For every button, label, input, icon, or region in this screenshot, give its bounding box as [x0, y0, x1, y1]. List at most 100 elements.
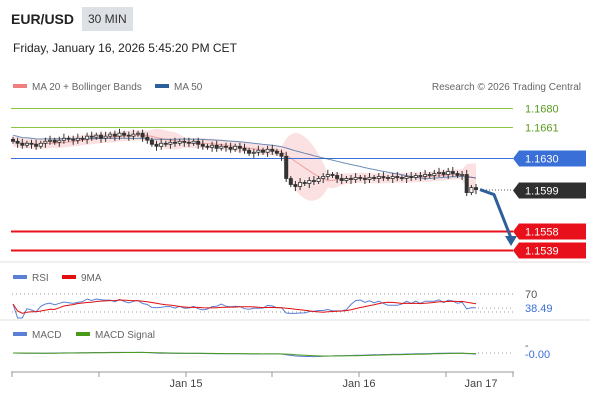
candle-body: [446, 171, 451, 175]
price-legend: MA 20 + Bollinger Bands MA 50 Research ©…: [13, 82, 581, 93]
candle-body: [450, 171, 455, 174]
candle-body: [423, 174, 428, 177]
candle-body: [409, 176, 414, 178]
candle-body: [71, 138, 76, 141]
candle-body: [237, 145, 242, 149]
timeframe-badge[interactable]: 30 MIN: [82, 7, 133, 31]
candle-body: [321, 176, 326, 179]
x-axis-ticks: Jan 15 Jan 16 Jan 17: [11, 372, 514, 390]
candle-body: [441, 172, 446, 175]
price-levels: [11, 108, 513, 252]
candle-body: [251, 151, 256, 154]
candle-body: [135, 132, 140, 135]
candle-body: [436, 172, 441, 174]
candle-body: [385, 177, 390, 179]
macd-zero-marker: -: [525, 340, 529, 352]
candle-body: [372, 177, 377, 179]
candle-body: [38, 142, 43, 147]
candle-body: [353, 177, 358, 180]
candle-body: [182, 140, 187, 143]
rsi-legend-swatch: [13, 275, 27, 279]
bollinger-legend-swatch: [13, 84, 27, 88]
candle-body: [48, 139, 53, 142]
candle-body: [344, 178, 349, 181]
candle-body: [404, 176, 409, 179]
candle-body: [15, 140, 20, 144]
bollinger-legend-label: MA 20 + Bollinger Bands: [32, 82, 142, 93]
candle-body: [256, 149, 261, 153]
candle-body: [427, 174, 432, 176]
candle-body: [145, 136, 150, 141]
candle-body: [247, 149, 252, 154]
x-tick-label-0: Jan 15: [169, 378, 202, 390]
rsi-legend-label: RSI: [32, 273, 49, 284]
candle-body: [57, 139, 62, 143]
rsi-ma-legend-label: 9MA: [81, 273, 102, 284]
currency-pair-title: EUR/USD: [11, 11, 75, 27]
macd-legend-label: MACD: [32, 330, 61, 341]
candle-body: [288, 178, 293, 185]
candle-body: [103, 135, 108, 139]
candle-body: [191, 140, 196, 144]
candle-body: [367, 177, 372, 180]
level-label-4: 1.1558: [525, 227, 559, 239]
candle-body: [311, 180, 316, 182]
candle-body: [460, 174, 465, 176]
candle-body: [126, 134, 131, 137]
candle-body: [34, 143, 39, 147]
rsi-current-value: 38.49: [525, 303, 553, 315]
candle-body: [260, 149, 265, 153]
macd-current-value: -0.00: [525, 349, 550, 361]
level-label-5: 1.1539: [525, 246, 559, 258]
level-label-2: 1.1630: [525, 154, 559, 166]
macd-legend: MACD MACD Signal: [13, 330, 155, 341]
candle-body: [219, 145, 224, 149]
candle-body: [75, 137, 80, 141]
candle-body: [210, 144, 215, 148]
candle-body: [168, 141, 173, 145]
candle-body: [108, 133, 113, 137]
candle-body: [316, 178, 321, 182]
candlesticks: [10, 128, 478, 197]
rsi-legend: RSI 9MA: [13, 273, 102, 284]
candle-body: [196, 140, 201, 145]
macd-legend-swatch: [13, 332, 27, 336]
candle-body: [61, 137, 66, 141]
x-tick-label-2: Jan 17: [464, 378, 497, 390]
candle-body: [395, 176, 400, 178]
candle-body: [117, 132, 122, 137]
candle-body: [362, 178, 367, 180]
candle-body: [149, 139, 154, 145]
level-label-0: 1.1680: [525, 104, 559, 116]
rsi-level-70: 70: [525, 289, 537, 301]
candle-body: [399, 177, 404, 179]
level-tag-4: [513, 223, 586, 240]
candle-body: [418, 175, 423, 177]
level-tag-5: [513, 242, 586, 259]
candle-body: [330, 174, 335, 176]
candle-body: [376, 176, 381, 179]
chart-datetime: Friday, January 16, 2026 5:45:20 PM CET: [13, 41, 237, 55]
candle-body: [94, 134, 99, 138]
macd-signal-legend-label: MACD Signal: [95, 330, 155, 341]
candle-body: [66, 137, 71, 140]
ma50-legend-label: MA 50: [174, 82, 203, 93]
candle-body: [29, 142, 34, 145]
candle-body: [270, 148, 275, 152]
candle-body: [274, 150, 279, 154]
candle-body: [122, 132, 127, 136]
candle-body: [112, 133, 117, 137]
candle-body: [293, 184, 298, 187]
candle-body: [205, 145, 210, 148]
rsi-ma-legend-swatch: [62, 275, 76, 279]
rsi-ma-line: [12, 299, 477, 314]
candle-body: [233, 145, 238, 150]
candle-body: [186, 141, 191, 144]
candle-body: [298, 182, 303, 187]
candle-body: [89, 135, 94, 138]
candle-body: [469, 187, 474, 194]
candle-body: [43, 140, 48, 144]
candle-body: [381, 176, 386, 178]
candle-body: [140, 132, 145, 138]
